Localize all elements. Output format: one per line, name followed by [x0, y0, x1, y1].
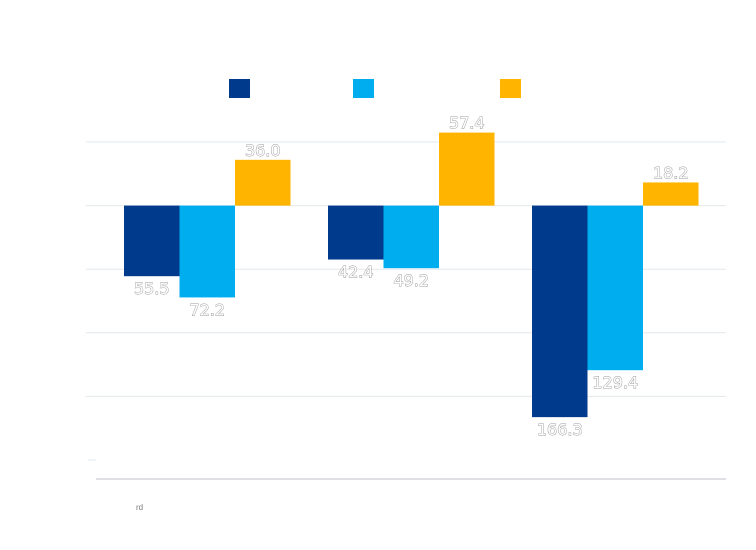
data-label: 42.4: [338, 263, 374, 282]
data-label: 166.3: [537, 420, 583, 439]
data-label: 57.4: [449, 114, 485, 133]
bar: [383, 205, 439, 269]
bar: [532, 205, 588, 418]
legend-swatch: [353, 79, 374, 98]
data-label: 55.5: [134, 279, 170, 298]
bar: [587, 205, 643, 371]
bar: [328, 205, 384, 260]
data-label: 129.4: [592, 373, 638, 392]
data-label: 18.2: [653, 163, 689, 182]
data-label: 72.2: [189, 300, 225, 319]
footnote: rd: [136, 503, 144, 512]
legend-swatch: [500, 79, 521, 98]
bar: [235, 159, 291, 206]
legend-swatch: [229, 79, 250, 98]
bar: [179, 205, 235, 298]
bar: [643, 182, 699, 206]
bar: [124, 205, 180, 277]
bar: [439, 132, 495, 206]
data-label: 49.2: [393, 271, 429, 290]
data-label: 36.0: [245, 141, 281, 160]
